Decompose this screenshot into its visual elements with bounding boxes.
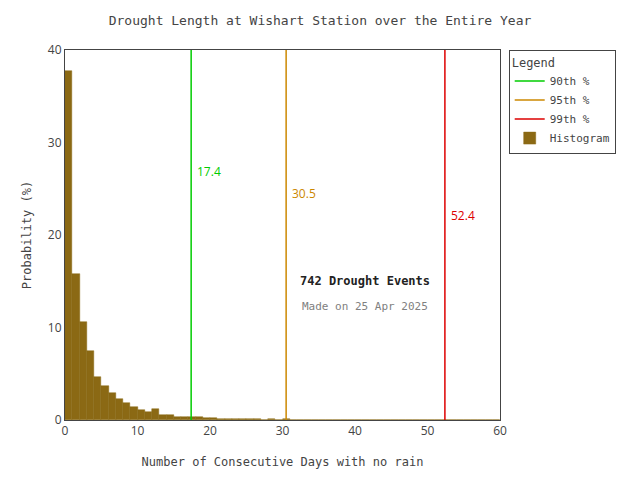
svg-text:50: 50 xyxy=(421,422,435,439)
svg-text:99th %: 99th % xyxy=(550,113,590,126)
svg-text:20: 20 xyxy=(48,226,62,243)
svg-text:30.5: 30.5 xyxy=(292,185,316,202)
svg-text:52.4: 52.4 xyxy=(451,207,475,224)
svg-text:30: 30 xyxy=(48,134,62,151)
svg-text:0: 0 xyxy=(62,422,69,439)
svg-text:60: 60 xyxy=(493,422,507,439)
svg-text:17.4: 17.4 xyxy=(197,163,221,180)
svg-text:20: 20 xyxy=(203,422,217,439)
svg-text:742 Drought Events: 742 Drought Events xyxy=(300,274,430,288)
svg-text:Legend: Legend xyxy=(512,56,555,70)
svg-text:40: 40 xyxy=(348,422,362,439)
svg-text:30: 30 xyxy=(276,422,290,439)
svg-text:40: 40 xyxy=(48,41,62,58)
svg-text:Drought Length at Wishart Stat: Drought Length at Wishart Station over t… xyxy=(109,13,532,28)
svg-text:Made on 25 Apr 2025: Made on 25 Apr 2025 xyxy=(302,300,428,313)
svg-text:Probability (%): Probability (%) xyxy=(20,181,34,289)
svg-text:Histogram: Histogram xyxy=(550,132,610,145)
svg-text:0: 0 xyxy=(55,411,62,428)
svg-text:10: 10 xyxy=(48,319,62,336)
svg-text:90th %: 90th % xyxy=(550,75,590,88)
svg-text:10: 10 xyxy=(131,422,145,439)
svg-text:Number of Consecutive Days wit: Number of Consecutive Days with no rain xyxy=(142,455,424,469)
svg-text:95th %: 95th % xyxy=(550,94,590,107)
